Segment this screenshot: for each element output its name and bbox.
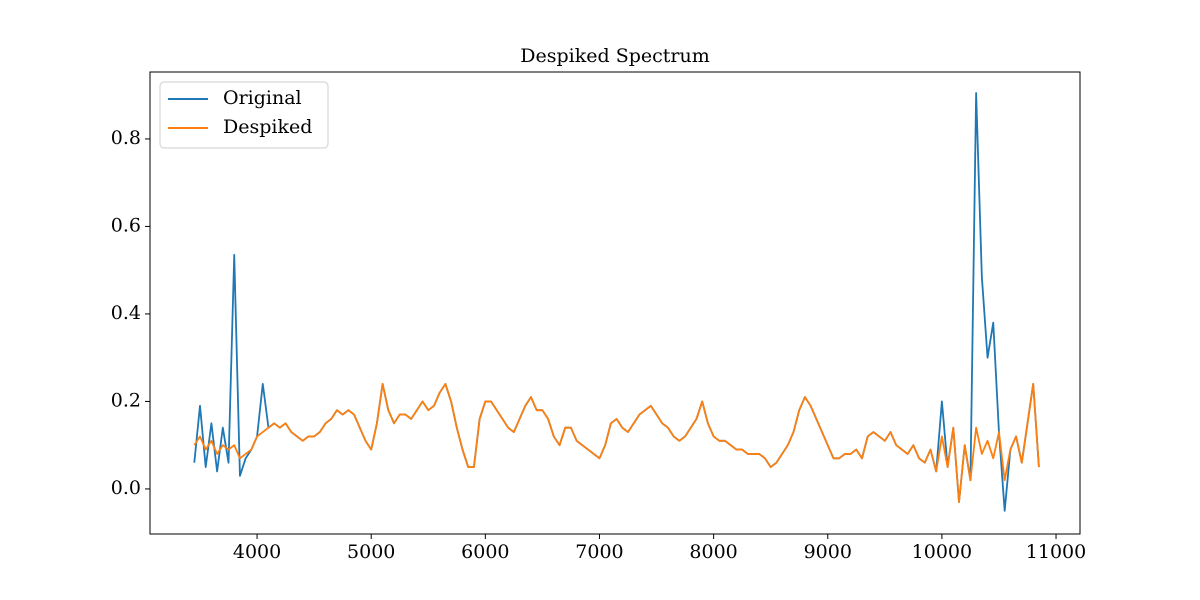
x-tick-label: 11000 [1026,541,1086,563]
y-tick-label: 0.6 [111,214,141,236]
x-tick-label: 5000 [347,541,395,563]
plot-area [193,92,1040,512]
x-tick-label: 7000 [575,541,623,563]
y-tick-label: 0.0 [111,477,141,499]
x-tick-label: 8000 [689,541,737,563]
x-tick-label: 6000 [461,541,509,563]
axes-frame [149,71,1081,535]
x-tick-label: 9000 [804,541,852,563]
y-tick-label: 0.2 [111,389,141,411]
x-tick-label: 4000 [233,541,281,563]
legend-label: Despiked [223,116,312,138]
y-tick-label: 0.4 [111,302,141,324]
legend-label: Original [223,87,302,109]
x-tick-label: 10000 [912,541,972,563]
chart-title: Despiked Spectrum [520,45,709,67]
series-line [193,383,1040,503]
y-tick-label: 0.8 [111,127,141,149]
